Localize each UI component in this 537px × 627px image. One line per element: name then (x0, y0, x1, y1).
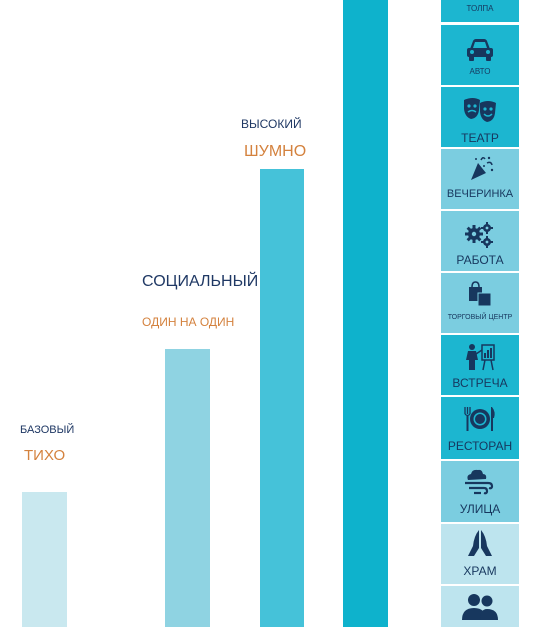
tile-meeting[interactable]: ВСТРЕЧА (441, 335, 519, 395)
tile-meeting-label: ВСТРЕЧА (452, 376, 508, 390)
praying-hands-icon (468, 530, 492, 556)
tile-work[interactable]: РАБОТА (441, 211, 519, 271)
tile-work-label: РАБОТА (456, 253, 504, 267)
bar-high (260, 169, 304, 627)
plate-cutlery-icon (464, 407, 495, 431)
tile-party[interactable]: ВЕЧЕРИНКА (441, 149, 519, 209)
tile-temple[interactable]: ХРАМ (441, 524, 519, 584)
people-icon (462, 594, 498, 620)
level-social-mode: ОДИН НА ОДИН (142, 315, 235, 329)
level-high-label: ВЫСОКИЙ (241, 117, 302, 131)
tile-car[interactable]: АВТО (441, 25, 519, 85)
theater-masks-icon (464, 98, 496, 122)
level-social-label: СОЦИАЛЬНЫЙ (142, 273, 259, 290)
tile-restaurant-label: РЕСТОРАН (447, 439, 513, 453)
level-basic-label: БАЗОВЫЙ (20, 424, 75, 436)
party-popper-icon (471, 156, 494, 180)
tile-party-label: ВЕЧЕРИНКА (446, 188, 514, 200)
bar-max (343, 0, 388, 627)
tile-restaurant[interactable]: РЕСТОРАН (441, 397, 519, 459)
tile-temple-label: ХРАМ (463, 564, 497, 578)
level-basic-mode: ТИХО (24, 447, 66, 464)
tile-mall-label: ТОРГОВЫЙ ЦЕНТР (447, 314, 513, 321)
presentation-icon (466, 344, 495, 371)
tile-crowd[interactable]: ТОЛПА (441, 0, 519, 22)
bar-social (165, 349, 210, 627)
tile-crowd-label: ТОЛПА (466, 4, 494, 13)
bar-basic (22, 492, 67, 627)
wind-icon (465, 469, 494, 495)
tile-street-label: УЛИЦА (459, 502, 501, 516)
tile-people[interactable] (441, 586, 519, 627)
tile-car-label: АВТО (469, 67, 491, 76)
level-high-mode: ШУМНО (244, 143, 307, 160)
tile-theater[interactable]: ТЕАТР (441, 87, 519, 147)
tile-mall[interactable]: ТОРГОВЫЙ ЦЕНТР (441, 273, 519, 333)
tile-street[interactable]: УЛИЦА (441, 461, 519, 522)
car-icon (467, 39, 493, 61)
shopping-bags-icon (469, 281, 492, 307)
tile-theater-label: ТЕАТР (461, 131, 499, 145)
gears-icon (465, 222, 493, 248)
